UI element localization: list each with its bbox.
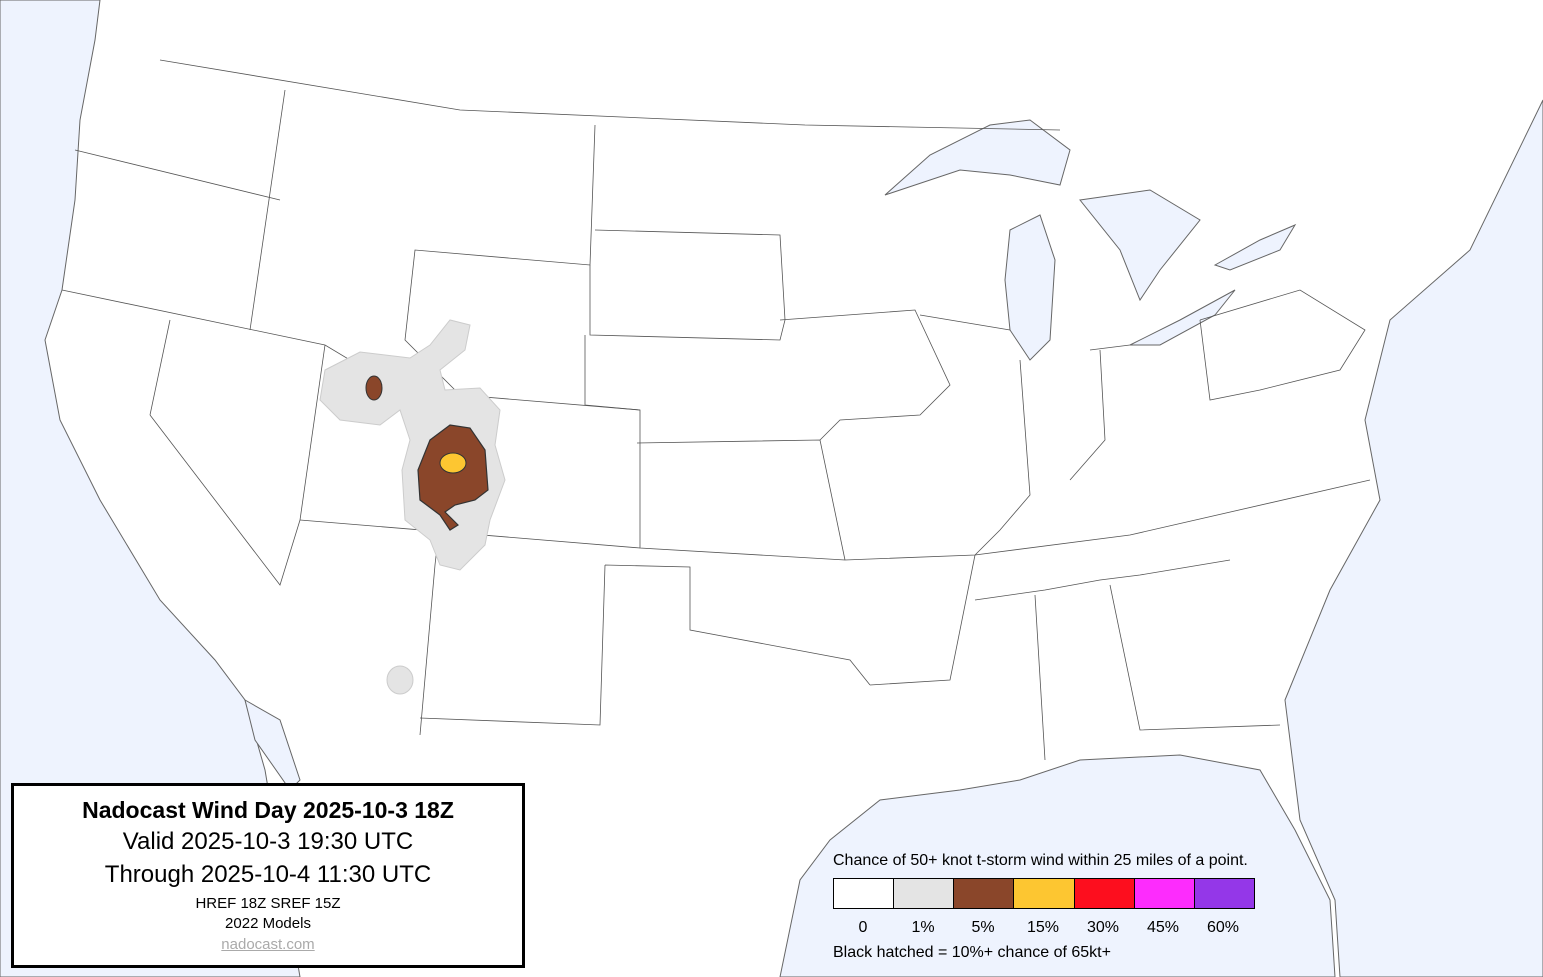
legend-labels: 0 1% 5% 15% 30% 45% 60% (833, 919, 1253, 937)
model-runs: HREF 18Z SREF 15Z (195, 895, 341, 912)
lake-michigan (1004, 214, 1056, 361)
valid-time: Valid 2025-10-3 19:30 UTC (122, 828, 414, 855)
legend-label: 5% (971, 919, 995, 936)
legend-label: 1% (911, 919, 935, 936)
risk-5pct-region (417, 424, 489, 531)
legend-label: 45% (1146, 919, 1180, 936)
great-lakes (884, 119, 1297, 361)
legend-swatch-1pct (894, 879, 955, 908)
lake-superior (884, 119, 1071, 196)
risk-1pct-region-arizona (386, 665, 414, 695)
map-title: Nadocast Wind Day 2025-10-3 18Z (82, 797, 454, 823)
legend-swatch-45pct (1134, 879, 1195, 908)
state-borders (61, 59, 1371, 761)
legend-swatches (833, 878, 1255, 909)
lake-huron (1079, 189, 1201, 302)
lake-ontario (1213, 223, 1297, 271)
gulf-of-mexico (779, 754, 1336, 977)
legend-label: 30% (1086, 919, 1120, 936)
risk-5pct-region-utah (365, 375, 383, 401)
forecast-contours (319, 319, 506, 695)
legend-label: 15% (1026, 919, 1060, 936)
hatch-note: Black hatched = 10%+ chance of 65kt+ (833, 944, 1111, 961)
legend-swatch-5pct (954, 879, 1015, 908)
legend-title: Chance of 50+ knot t-storm wind within 2… (833, 852, 1248, 869)
legend-swatch-0 (834, 879, 895, 908)
legend: Chance of 50+ knot t-storm wind within 2… (833, 852, 1273, 962)
atlantic-ocean (1284, 99, 1543, 977)
nadocast-link[interactable]: nadocast.com (221, 936, 315, 953)
title-box: Nadocast Wind Day 2025-10-3 18Z Valid 20… (11, 783, 525, 968)
legend-swatch-15pct (1014, 879, 1075, 908)
risk-15pct-region (439, 452, 467, 474)
through-time: Through 2025-10-4 11:30 UTC (104, 861, 432, 888)
lake-erie (1129, 289, 1236, 346)
risk-1pct-region (319, 319, 506, 571)
legend-label: 60% (1206, 919, 1240, 936)
legend-swatch-30pct (1074, 879, 1135, 908)
legend-label: 0 (858, 919, 868, 936)
legend-swatch-60pct (1194, 879, 1254, 908)
model-version: 2022 Models (225, 915, 311, 932)
